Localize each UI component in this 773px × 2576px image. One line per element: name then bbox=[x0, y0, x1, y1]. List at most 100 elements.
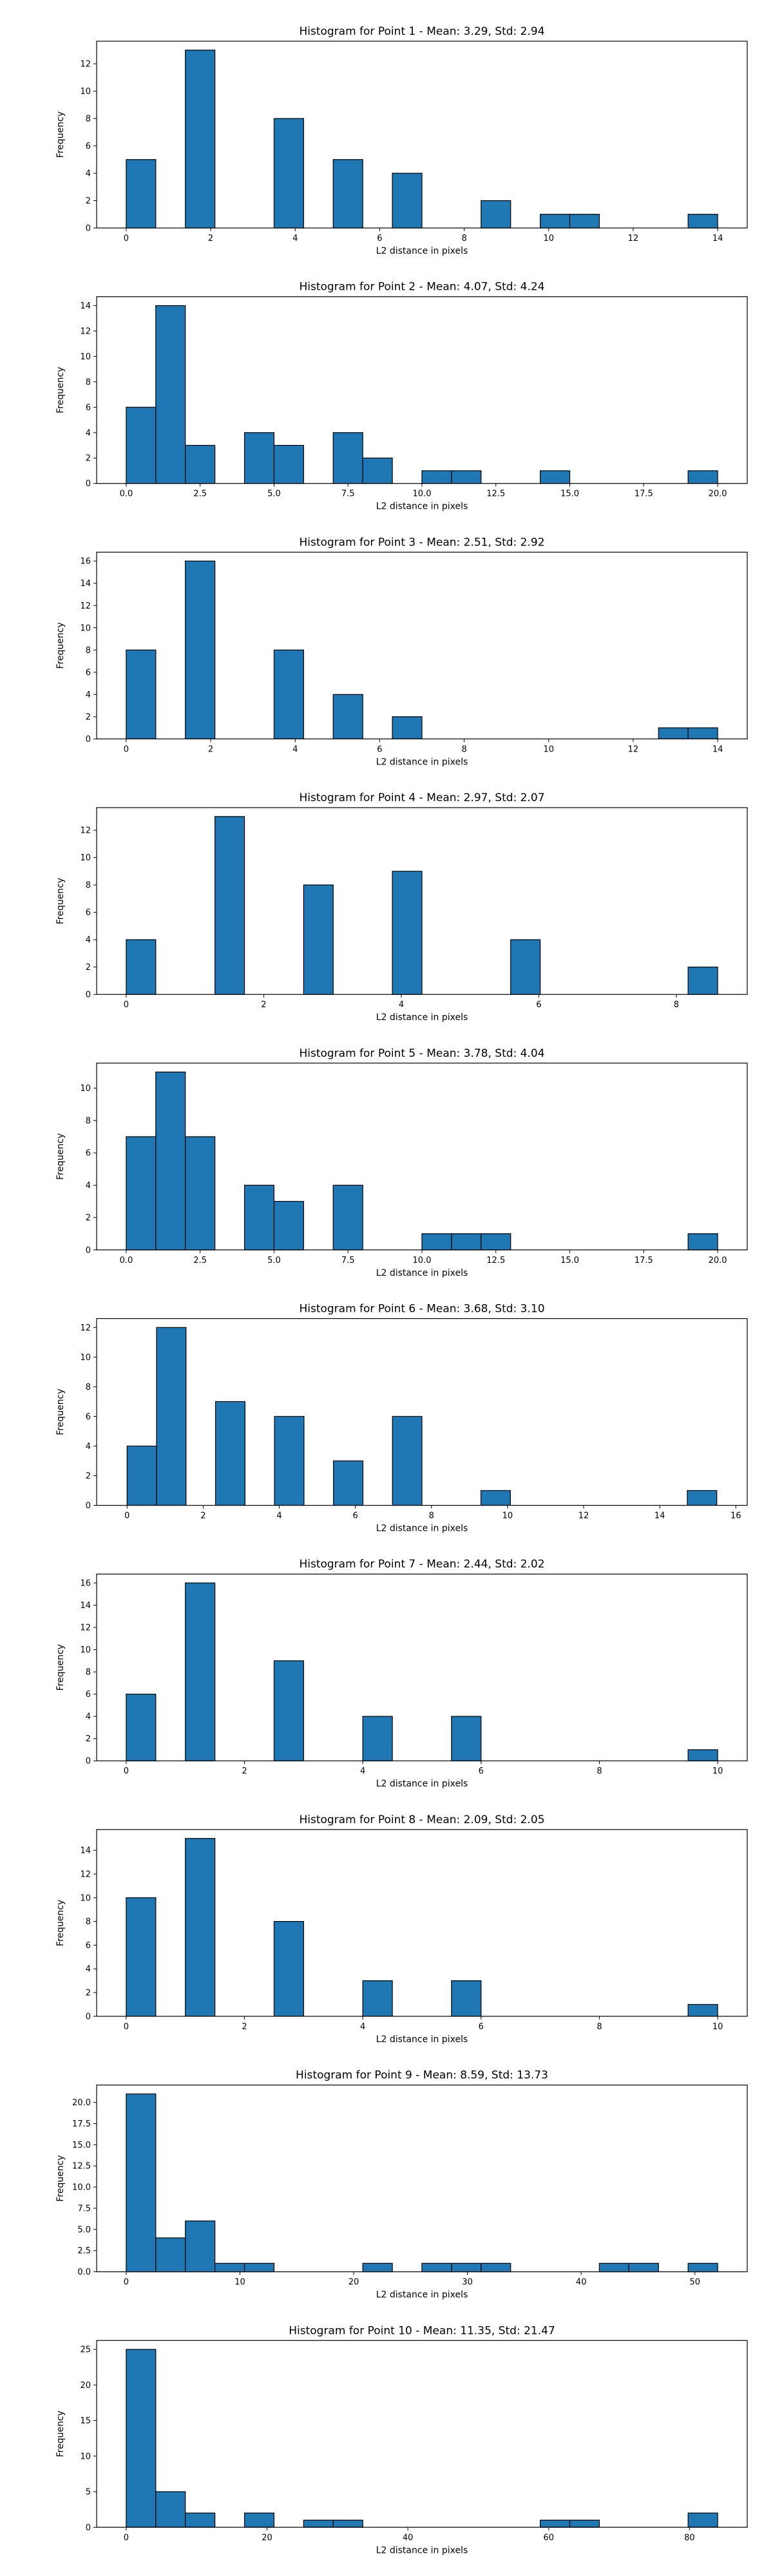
x-axis-label: L2 distance in pixels bbox=[376, 1524, 468, 1534]
x-axis-label: L2 distance in pixels bbox=[376, 2290, 468, 2300]
histogram-bar bbox=[273, 1200, 304, 1251]
y-tick-label: 2 bbox=[86, 454, 91, 464]
histogram-bar bbox=[451, 470, 482, 484]
y-tick-label: 10 bbox=[80, 1645, 91, 1655]
histogram-panel-1: Histogram for Point 1 - Mean: 3.29, Std:… bbox=[55, 25, 748, 256]
y-axis-label: Frequency bbox=[55, 622, 66, 668]
y-tick-label: 8 bbox=[86, 1668, 91, 1678]
y-tick-label: 7.5 bbox=[77, 2204, 91, 2213]
x-tick-label: 0 bbox=[124, 1000, 129, 1010]
y-tick-label: 4 bbox=[86, 1965, 91, 1975]
histogram-bar bbox=[332, 432, 363, 484]
y-tick-label: 0 bbox=[86, 990, 91, 1000]
x-tick-label: 8 bbox=[429, 1511, 434, 1521]
histogram-bar bbox=[273, 649, 304, 739]
y-tick-label: 12 bbox=[80, 327, 91, 336]
x-tick-label: 12 bbox=[628, 234, 639, 243]
x-tick-label: 20.0 bbox=[709, 1256, 727, 1265]
y-axis-label: Frequency bbox=[55, 1133, 66, 1180]
histogram-bar bbox=[243, 432, 275, 484]
y-tick-label: 15.0 bbox=[72, 2141, 91, 2150]
x-tick-label: 8 bbox=[674, 1000, 679, 1010]
x-tick-label: 2.5 bbox=[193, 1256, 207, 1265]
x-tick-label: 10 bbox=[712, 1766, 723, 1776]
histogram-bar bbox=[421, 1233, 452, 1251]
histogram-bar bbox=[126, 1445, 157, 1506]
x-tick-label: 8 bbox=[461, 234, 466, 243]
histogram-bar bbox=[126, 159, 157, 229]
histogram-bar bbox=[421, 470, 452, 484]
chart-title: Histogram for Point 4 - Mean: 2.97, Std:… bbox=[299, 791, 544, 804]
y-tick-label: 2 bbox=[86, 1734, 91, 1744]
histogram-bar bbox=[243, 2262, 275, 2273]
x-tick-label: 7.5 bbox=[341, 489, 355, 499]
y-tick-label: 10 bbox=[80, 87, 91, 97]
y-tick-label: 0 bbox=[86, 1757, 91, 1766]
y-tick-label: 25 bbox=[80, 2345, 91, 2355]
x-axis-label: L2 distance in pixels bbox=[376, 2545, 468, 2555]
y-axis-label: Frequency bbox=[55, 2410, 66, 2457]
axes-frame bbox=[96, 1573, 748, 1761]
histogram-bar bbox=[480, 1490, 511, 1506]
histogram-bar bbox=[687, 1233, 718, 1251]
x-axis-label: L2 distance in pixels bbox=[376, 1779, 468, 1789]
x-tick-label: 0 bbox=[124, 1511, 129, 1521]
x-tick-label: 10 bbox=[234, 2278, 245, 2287]
y-tick-label: 6 bbox=[86, 1690, 91, 1700]
histogram-bar bbox=[273, 444, 304, 484]
y-tick-label: 12 bbox=[80, 60, 91, 70]
y-tick-label: 5.0 bbox=[77, 2225, 91, 2235]
y-axis-label: Frequency bbox=[55, 1644, 66, 1690]
x-tick-label: 2 bbox=[242, 2022, 247, 2032]
histogram-bar bbox=[274, 1416, 305, 1506]
x-tick-label: 5.0 bbox=[267, 1256, 281, 1265]
x-axis-label: L2 distance in pixels bbox=[376, 246, 468, 256]
y-tick-label: 4 bbox=[86, 169, 91, 179]
histogram-bar bbox=[451, 1233, 482, 1251]
histogram-bar bbox=[451, 1716, 482, 1761]
x-tick-label: 30 bbox=[462, 2278, 473, 2287]
y-tick-label: 10 bbox=[80, 623, 91, 633]
x-tick-label: 6 bbox=[536, 1000, 541, 1010]
histogram-panel-4: Histogram for Point 4 - Mean: 2.97, Std:… bbox=[55, 791, 748, 1023]
y-tick-label: 10 bbox=[80, 1893, 91, 1903]
x-tick-label: 12.5 bbox=[486, 1256, 505, 1265]
y-tick-label: 20.0 bbox=[72, 2098, 91, 2108]
histogram-bar bbox=[243, 1184, 275, 1251]
x-tick-label: 20.0 bbox=[709, 489, 727, 499]
chart-title: Histogram for Point 9 - Mean: 8.59, Std:… bbox=[296, 2069, 548, 2082]
y-axis-label: Frequency bbox=[55, 878, 66, 924]
x-tick-label: 4 bbox=[292, 234, 298, 243]
histogram-bar bbox=[185, 2512, 216, 2528]
histogram-bar bbox=[215, 1401, 245, 1506]
histogram-bar bbox=[481, 200, 511, 229]
histogram-panel-5: Histogram for Point 5 - Mean: 3.78, Std:… bbox=[55, 1047, 748, 1278]
y-tick-label: 8 bbox=[86, 1917, 91, 1927]
y-axis-label: Frequency bbox=[55, 367, 66, 413]
histogram-bar bbox=[362, 1716, 393, 1761]
x-tick-label: 8 bbox=[596, 2022, 602, 2032]
histogram-bar bbox=[126, 2349, 157, 2528]
x-tick-label: 10.0 bbox=[413, 1256, 432, 1265]
axes-frame bbox=[96, 807, 748, 995]
histogram-panel-7: Histogram for Point 7 - Mean: 2.44, Std:… bbox=[55, 1558, 748, 1789]
y-tick-label: 12 bbox=[80, 1624, 91, 1633]
histogram-bar bbox=[185, 1582, 216, 1761]
histogram-bar bbox=[126, 406, 157, 484]
y-tick-label: 4 bbox=[86, 1712, 91, 1722]
x-tick-label: 17.5 bbox=[635, 489, 653, 499]
y-tick-label: 2 bbox=[86, 963, 91, 972]
y-tick-label: 8 bbox=[86, 1383, 91, 1392]
x-tick-label: 20 bbox=[262, 2533, 272, 2543]
y-tick-label: 10.0 bbox=[72, 2183, 91, 2193]
x-tick-label: 0 bbox=[124, 2022, 129, 2032]
x-tick-label: 4 bbox=[360, 2022, 365, 2032]
x-tick-label: 50 bbox=[690, 2278, 701, 2287]
histogram-bar bbox=[687, 727, 718, 739]
y-tick-label: 14 bbox=[80, 301, 91, 311]
x-tick-label: 60 bbox=[543, 2533, 554, 2543]
histogram-bar bbox=[332, 694, 363, 740]
y-tick-label: 17.5 bbox=[72, 2119, 91, 2129]
histogram-bar bbox=[687, 2003, 718, 2017]
chart-title: Histogram for Point 3 - Mean: 2.51, Std:… bbox=[299, 536, 544, 549]
